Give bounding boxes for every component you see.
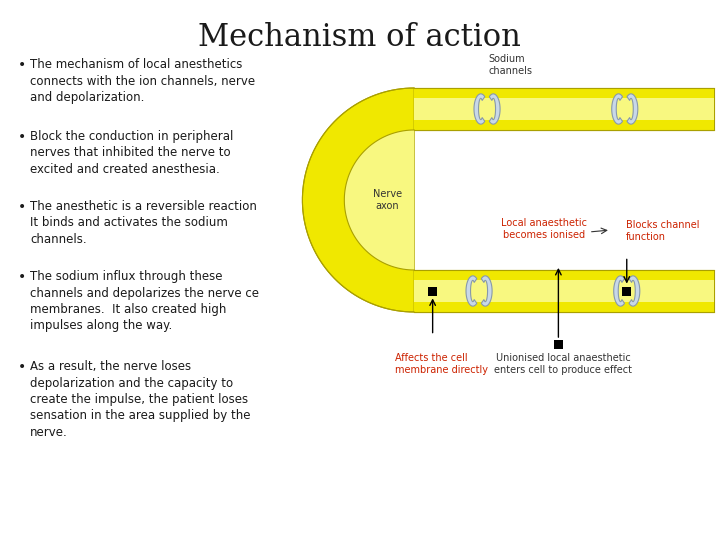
Text: •: • — [18, 58, 26, 72]
Polygon shape — [466, 276, 477, 306]
Text: The sodium influx through these
channels and depolarizes the nerve ce
membranes.: The sodium influx through these channels… — [30, 270, 259, 333]
Polygon shape — [414, 98, 714, 120]
Text: The mechanism of local anesthetics
connects with the ion channels, nerve
and dep: The mechanism of local anesthetics conne… — [30, 58, 255, 104]
Polygon shape — [414, 88, 714, 130]
Polygon shape — [414, 98, 714, 120]
Polygon shape — [344, 130, 414, 270]
Text: Blocks channel
function: Blocks channel function — [626, 220, 699, 241]
Text: •: • — [18, 360, 26, 374]
Text: Unionised local anaesthetic
enters cell to produce effect: Unionised local anaesthetic enters cell … — [494, 353, 632, 375]
Polygon shape — [474, 94, 485, 124]
Text: Local anaesthetic
becomes ionised: Local anaesthetic becomes ionised — [501, 218, 587, 240]
Polygon shape — [302, 88, 414, 312]
Text: •: • — [18, 270, 26, 284]
Text: Affects the cell
membrane directly: Affects the cell membrane directly — [395, 353, 488, 375]
Polygon shape — [414, 270, 714, 312]
Bar — [428, 287, 437, 295]
Polygon shape — [627, 94, 638, 124]
Bar — [554, 340, 563, 349]
Text: Mechanism of action: Mechanism of action — [198, 22, 521, 53]
Text: Block the conduction in peripheral
nerves that inhibited the nerve to
excited an: Block the conduction in peripheral nerve… — [30, 130, 233, 176]
Polygon shape — [490, 94, 500, 124]
Text: The anesthetic is a reversible reaction
It binds and activates the sodium
channe: The anesthetic is a reversible reaction … — [30, 200, 257, 246]
Polygon shape — [414, 280, 714, 302]
Text: Sodium
channels: Sodium channels — [488, 55, 532, 76]
Polygon shape — [612, 94, 623, 124]
Text: As a result, the nerve loses
depolarization and the capacity to
create the impul: As a result, the nerve loses depolarizat… — [30, 360, 251, 439]
Text: •: • — [18, 200, 26, 214]
Polygon shape — [414, 280, 714, 302]
Bar — [622, 287, 631, 295]
Polygon shape — [481, 276, 492, 306]
Polygon shape — [629, 276, 640, 306]
Polygon shape — [414, 88, 714, 130]
Text: •: • — [18, 130, 26, 144]
Polygon shape — [414, 270, 714, 312]
Polygon shape — [613, 276, 624, 306]
Text: Nerve
axon: Nerve axon — [373, 189, 402, 211]
